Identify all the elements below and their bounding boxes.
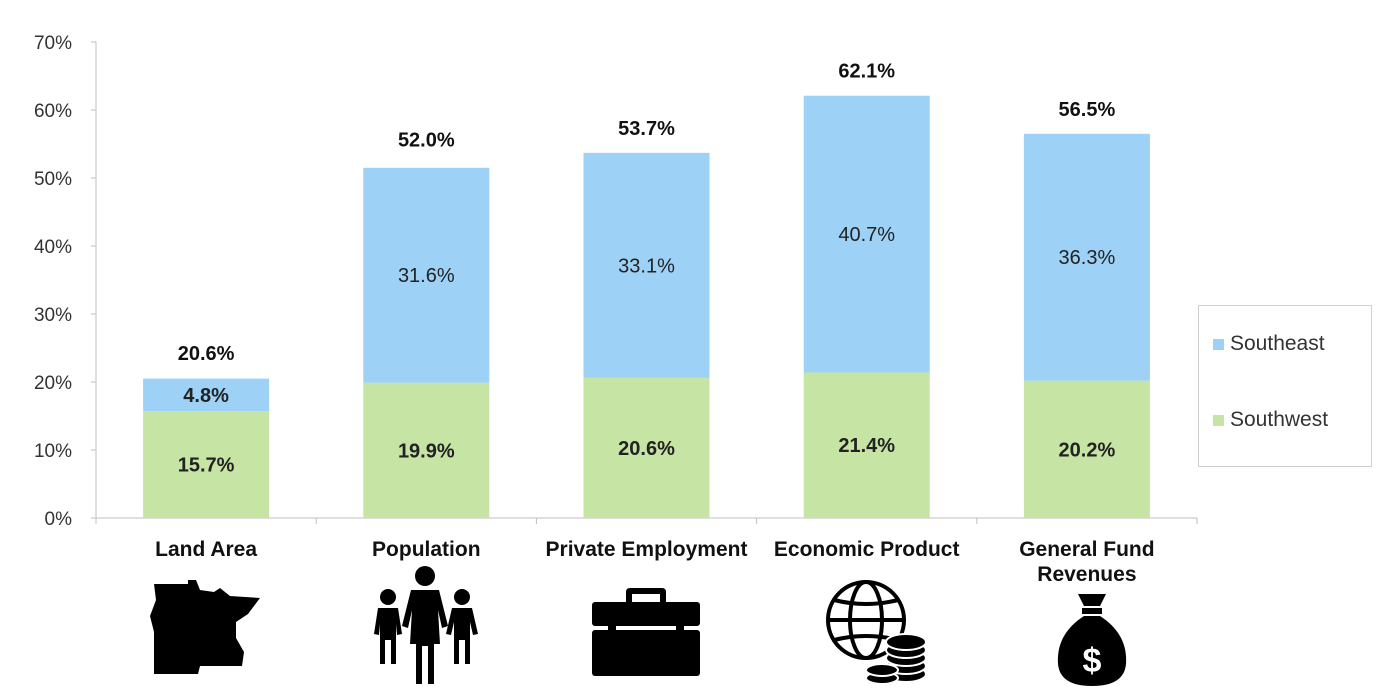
legend-swatch-southwest [1213, 414, 1224, 426]
y-tick-label: 60% [34, 101, 72, 122]
data-label-southwest: 15.7% [178, 455, 235, 477]
legend-item-southwest: Southwest [1213, 408, 1328, 432]
total-label: 56.5% [1059, 99, 1116, 121]
data-label-southeast: 36.3% [1059, 247, 1116, 269]
briefcase-icon [592, 588, 700, 676]
y-tick-label: 70% [34, 33, 72, 54]
category-label: General Fund Revenues [1019, 538, 1155, 586]
legend: Southeast Southwest [1198, 305, 1372, 467]
category-label: Population [372, 538, 481, 561]
category-label: Private Employment [545, 538, 748, 561]
y-tick-label: 30% [34, 305, 72, 326]
money-bag-icon: $ [1057, 594, 1127, 686]
minnesota-map-icon [150, 580, 260, 674]
total-label: 62.1% [838, 61, 895, 83]
y-tick-label: 10% [34, 441, 72, 462]
bar-southeast [143, 378, 270, 412]
bar-southeast [1023, 133, 1150, 381]
y-tick-label: 20% [34, 373, 72, 394]
data-label-southwest: 19.9% [398, 440, 455, 462]
bar-southeast [583, 152, 710, 378]
category-label: Land Area [155, 538, 258, 561]
data-label-southwest: 21.4% [838, 435, 895, 457]
data-label-southeast: 31.6% [398, 265, 455, 287]
total-label: 20.6% [178, 343, 235, 365]
legend-item-southeast: Southeast [1213, 332, 1325, 356]
bar-southwest [1023, 380, 1150, 518]
total-label: 53.7% [618, 118, 675, 140]
bar-southwest [803, 372, 930, 518]
y-tick-label: 50% [34, 169, 72, 190]
svg-text:$: $ [1083, 642, 1102, 680]
category-label: Economic Product [773, 538, 960, 561]
bar-southwest [143, 411, 270, 518]
data-label-southwest: 20.6% [618, 438, 675, 460]
family-icon [374, 566, 478, 684]
bar-southeast [803, 95, 930, 373]
legend-label-southwest: Southwest [1230, 408, 1329, 431]
bar-southeast [363, 167, 490, 383]
legend-label-southeast: Southeast [1230, 332, 1325, 355]
y-tick-label: 0% [45, 509, 73, 530]
legend-swatch-southeast [1213, 338, 1224, 350]
data-label-southeast: 33.1% [618, 255, 675, 277]
data-label-southeast: 40.7% [838, 224, 895, 246]
data-label-southwest: 20.2% [1059, 439, 1116, 461]
bar-southwest [363, 382, 490, 518]
data-label-southeast: 4.8% [183, 385, 229, 407]
bar-southwest [583, 377, 710, 518]
globe-coins-icon [826, 580, 927, 684]
y-tick-label: 40% [34, 237, 72, 258]
total-label: 52.0% [398, 129, 455, 151]
